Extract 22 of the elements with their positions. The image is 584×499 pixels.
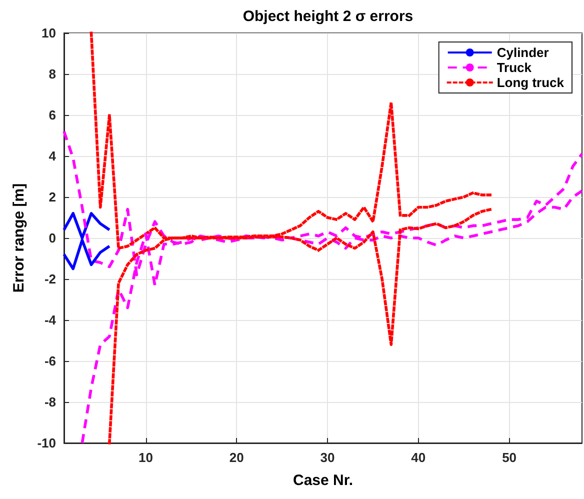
legend-label: Long truck <box>496 75 565 90</box>
x-tick-label: 30 <box>320 450 335 465</box>
y-tick-label: -4 <box>44 312 57 328</box>
y-tick-label: 10 <box>42 26 56 40</box>
x-tick-label: 20 <box>229 450 244 465</box>
y-tick-label: 8 <box>48 66 56 82</box>
y-tick-label: 4 <box>48 148 57 164</box>
y-axis-title: Error range [m] <box>10 183 28 293</box>
y-tick-label: -10 <box>37 436 56 450</box>
y-tick-label: 2 <box>48 190 56 204</box>
legend-label: Truck <box>496 60 532 75</box>
y-tick-label: -6 <box>44 354 56 368</box>
x-tick-label: 40 <box>411 450 426 465</box>
x-tick-label: 50 <box>502 450 517 465</box>
chart-title: Object height 2 σ errors <box>242 8 414 25</box>
legend-label: Cylinder <box>496 45 549 60</box>
y-tick-label: 0 <box>48 230 56 246</box>
y-tick-label: -2 <box>44 272 56 286</box>
y-tick-label: -8 <box>44 394 56 410</box>
y-tick-label: 6 <box>48 108 56 122</box>
x-axis-title: Case Nr. <box>292 472 354 489</box>
x-tick-label: 10 <box>138 450 154 465</box>
